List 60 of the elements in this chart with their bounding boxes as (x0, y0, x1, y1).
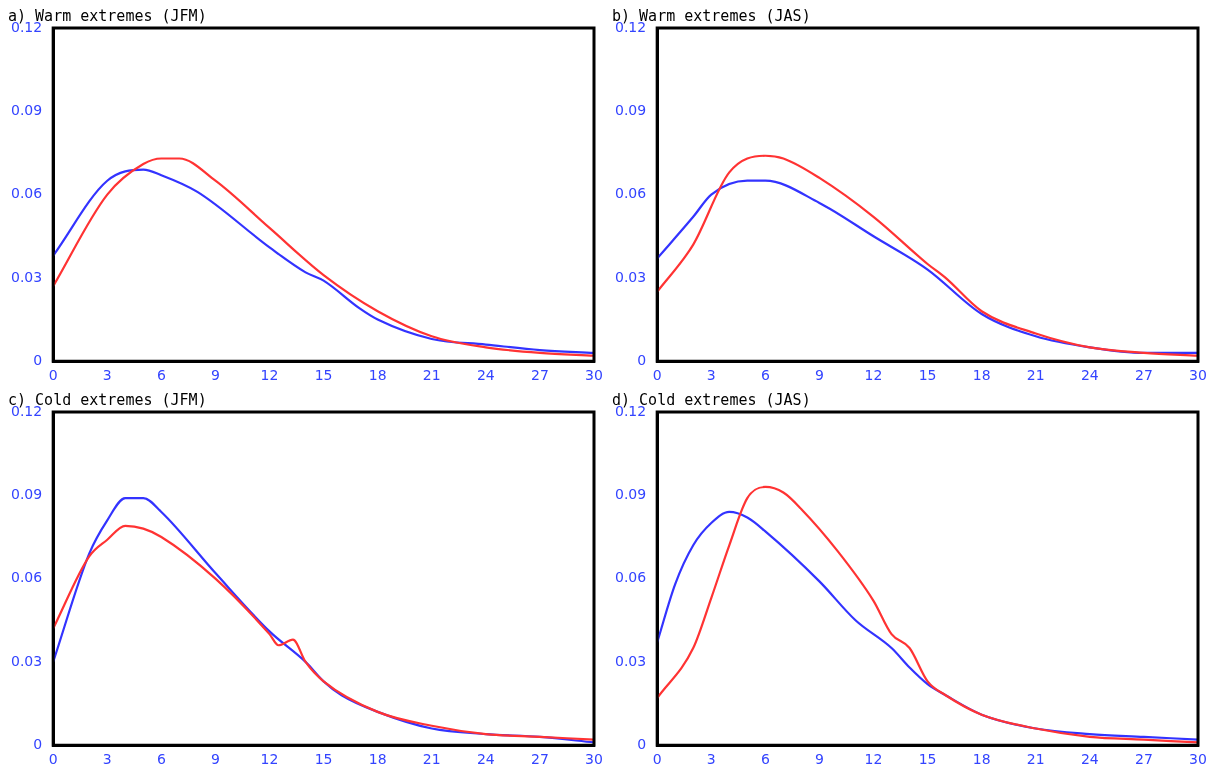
x-tick-label: 24 (476, 367, 495, 384)
x-tick-label: 12 (864, 367, 883, 384)
y-tick-label: 0 (637, 735, 647, 752)
x-tick-label: 24 (476, 751, 495, 768)
x-tick-label: 15 (314, 367, 333, 384)
x-tick-label: 18 (368, 367, 387, 384)
y-tick-label: 0.03 (11, 652, 43, 669)
y-tick-label: 0.06 (615, 185, 647, 202)
x-tick-label: 24 (1080, 751, 1099, 768)
x-tick-label: 15 (918, 751, 937, 768)
x-tick-label: 0 (652, 751, 662, 768)
x-tick-label: 27 (1135, 751, 1153, 768)
y-tick-label: 0.09 (615, 101, 647, 118)
x-tick-label: 12 (260, 751, 279, 768)
x-tick-label: 15 (918, 367, 937, 384)
x-tick-label: 24 (1080, 367, 1099, 384)
y-tick-label: 0.03 (11, 268, 43, 285)
x-tick-label: 27 (531, 751, 549, 768)
x-tick-label: 9 (210, 367, 220, 384)
x-tick-label: 12 (260, 367, 279, 384)
x-tick-label: 9 (814, 751, 824, 768)
x-tick-label: 12 (864, 751, 883, 768)
y-tick-label: 0.06 (615, 569, 647, 586)
x-tick-label: 21 (422, 751, 441, 768)
y-tick-label: 0.09 (11, 485, 43, 502)
x-tick-label: 6 (156, 751, 166, 768)
x-tick-label: 30 (1189, 367, 1207, 384)
x-tick-label: 3 (706, 751, 716, 768)
x-tick-label: 30 (585, 751, 603, 768)
x-tick-label: 21 (1026, 367, 1045, 384)
x-tick-label: 18 (972, 751, 991, 768)
x-tick-label: 15 (314, 751, 333, 768)
x-tick-label: 21 (1026, 751, 1045, 768)
y-tick-label: 0 (33, 351, 43, 368)
y-tick-label: 0 (637, 351, 647, 368)
x-tick-label: 9 (210, 751, 220, 768)
x-tick-label: 3 (706, 367, 716, 384)
y-tick-label: 0.06 (11, 569, 43, 586)
y-tick-label: 0.09 (615, 485, 647, 502)
x-tick-label: 3 (102, 367, 112, 384)
x-tick-label: 9 (814, 367, 824, 384)
x-tick-label: 18 (972, 367, 991, 384)
x-tick-label: 27 (1135, 367, 1153, 384)
x-tick-label: 30 (1189, 751, 1207, 768)
x-tick-label: 21 (422, 367, 441, 384)
x-tick-label: 30 (585, 367, 603, 384)
y-tick-label: 0.03 (615, 268, 647, 285)
x-tick-label: 3 (102, 751, 112, 768)
y-tick-label: 0.09 (11, 101, 43, 118)
x-tick-label: 6 (760, 751, 770, 768)
x-tick-label: 27 (531, 367, 549, 384)
x-tick-label: 0 (652, 367, 662, 384)
y-tick-label: 0.06 (11, 185, 43, 202)
x-tick-label: 6 (156, 367, 166, 384)
y-tick-label: 0 (33, 735, 43, 752)
x-tick-label: 0 (48, 751, 58, 768)
x-tick-label: 0 (48, 367, 58, 384)
x-tick-label: 18 (368, 751, 387, 768)
y-tick-label: 0.03 (615, 652, 647, 669)
x-tick-label: 6 (760, 367, 770, 384)
